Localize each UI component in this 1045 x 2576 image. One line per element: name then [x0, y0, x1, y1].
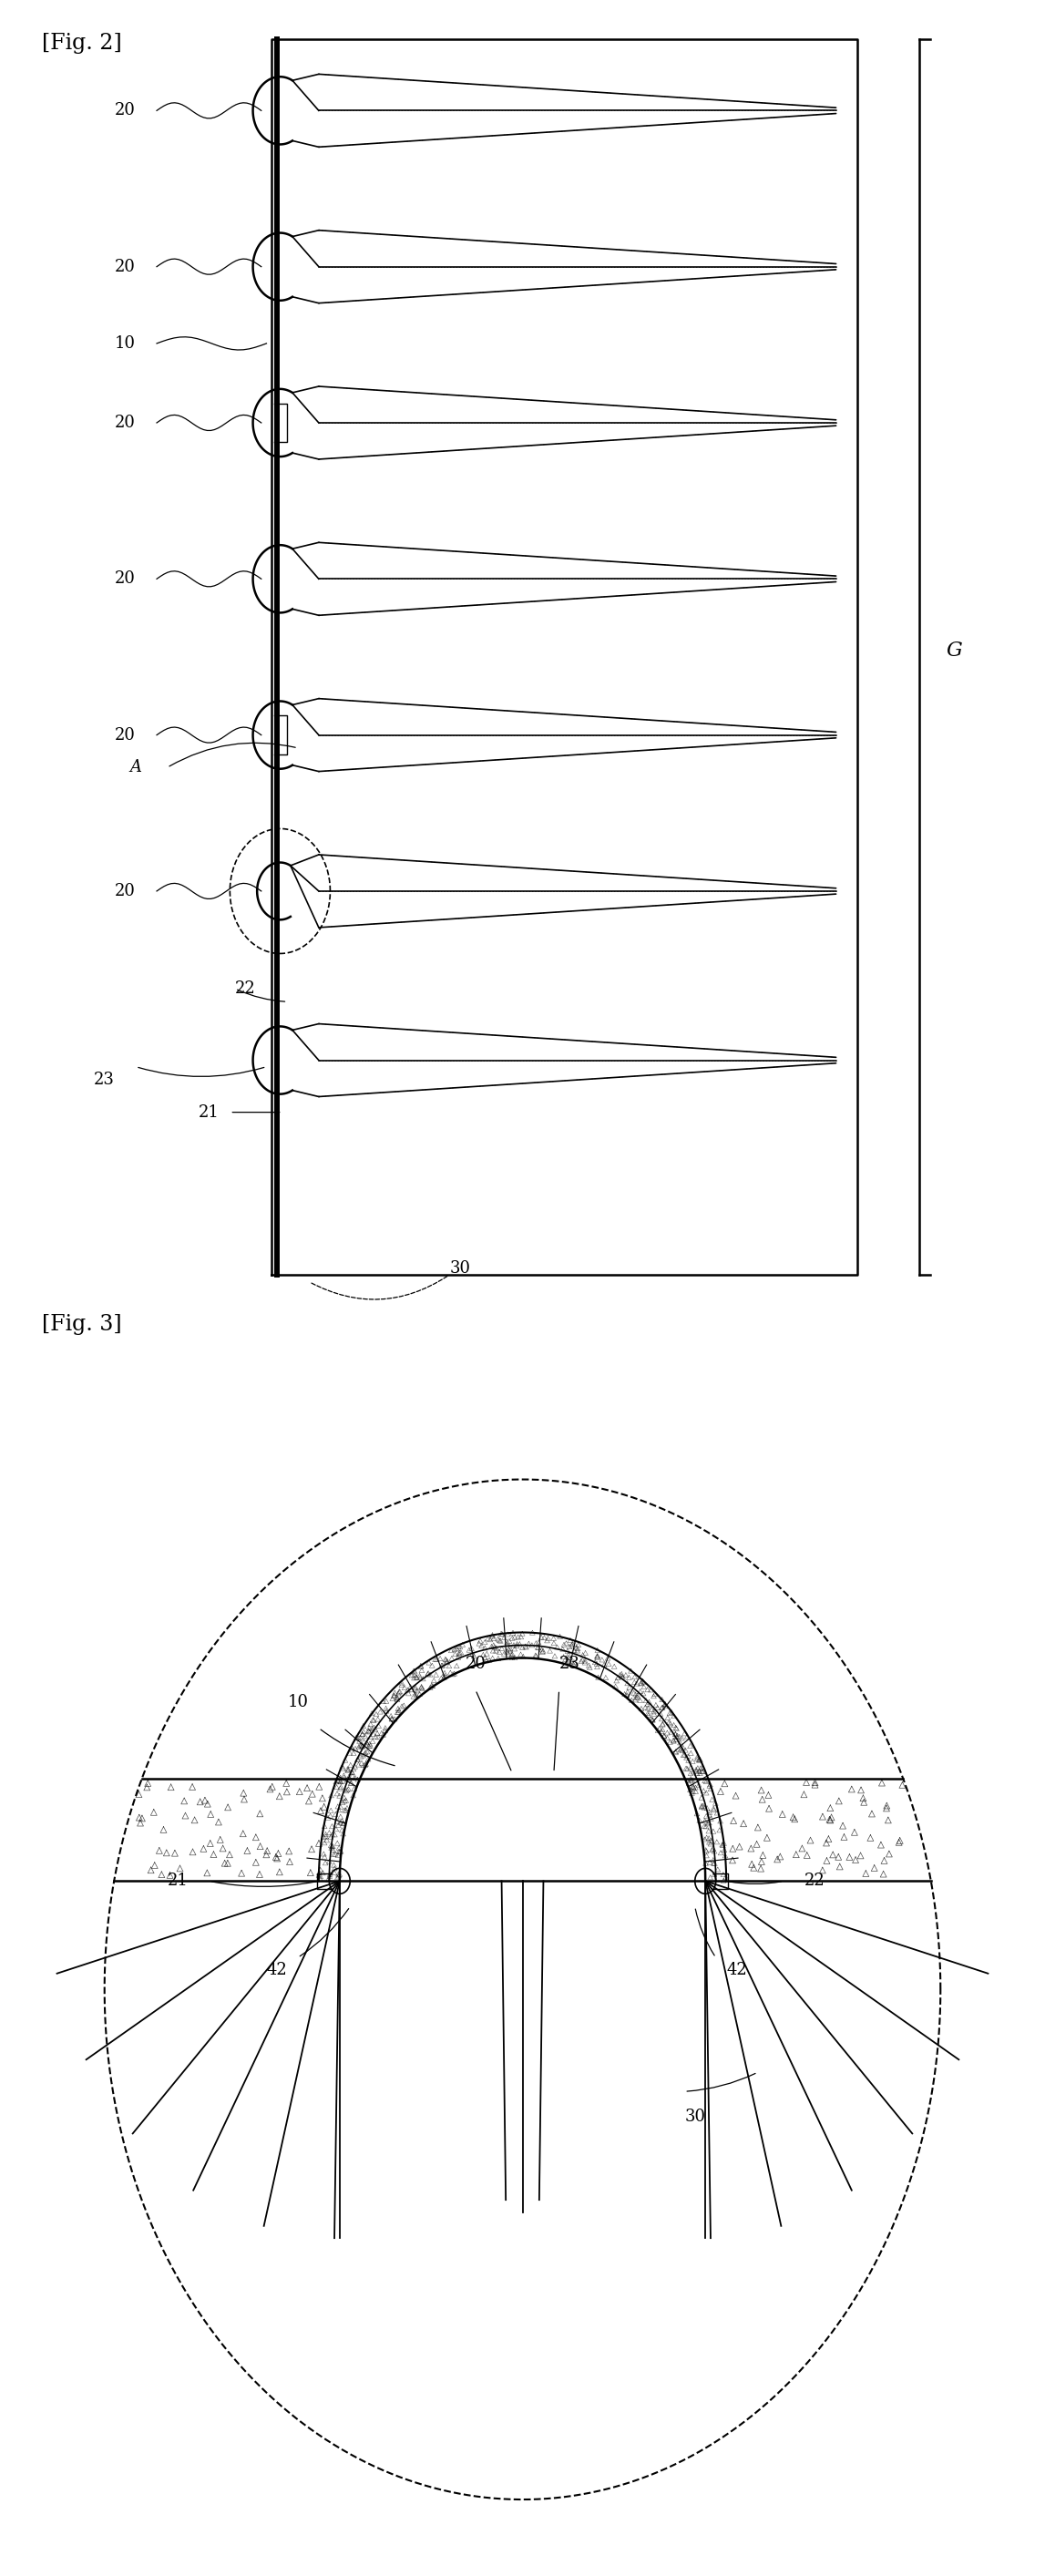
- Text: G: G: [946, 641, 961, 659]
- Text: [Fig. 3]: [Fig. 3]: [42, 1314, 121, 1334]
- Text: 42: 42: [266, 1963, 287, 1978]
- Text: 10: 10: [115, 335, 136, 353]
- Text: 21: 21: [199, 1105, 219, 1121]
- Text: 21: 21: [167, 1873, 188, 1888]
- Text: [Fig. 2]: [Fig. 2]: [42, 33, 122, 54]
- Text: 42: 42: [726, 1963, 747, 1978]
- Text: 23: 23: [94, 1072, 115, 1087]
- Text: 20: 20: [115, 103, 136, 118]
- Text: 22: 22: [235, 981, 256, 997]
- Text: 30: 30: [449, 1260, 470, 1278]
- Text: 20: 20: [115, 884, 136, 899]
- Text: A: A: [130, 760, 142, 775]
- Text: 20: 20: [115, 258, 136, 276]
- Text: 22: 22: [805, 1873, 826, 1888]
- Text: 20: 20: [465, 1656, 486, 1672]
- Text: 23: 23: [559, 1656, 580, 1672]
- Text: 20: 20: [115, 415, 136, 430]
- Text: 20: 20: [115, 726, 136, 744]
- Text: 30: 30: [684, 2110, 705, 2125]
- Text: 20: 20: [115, 572, 136, 587]
- Text: 10: 10: [287, 1695, 308, 1710]
